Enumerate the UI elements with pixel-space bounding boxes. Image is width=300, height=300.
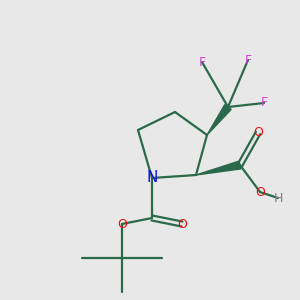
Text: F: F: [198, 56, 206, 68]
Polygon shape: [196, 161, 241, 175]
Text: O: O: [117, 218, 127, 230]
Text: F: F: [260, 97, 268, 110]
Polygon shape: [207, 105, 231, 135]
Text: H: H: [273, 191, 283, 205]
Text: O: O: [177, 218, 187, 230]
Text: F: F: [244, 53, 252, 67]
Text: N: N: [146, 170, 158, 185]
Text: O: O: [255, 185, 265, 199]
Text: O: O: [253, 127, 263, 140]
